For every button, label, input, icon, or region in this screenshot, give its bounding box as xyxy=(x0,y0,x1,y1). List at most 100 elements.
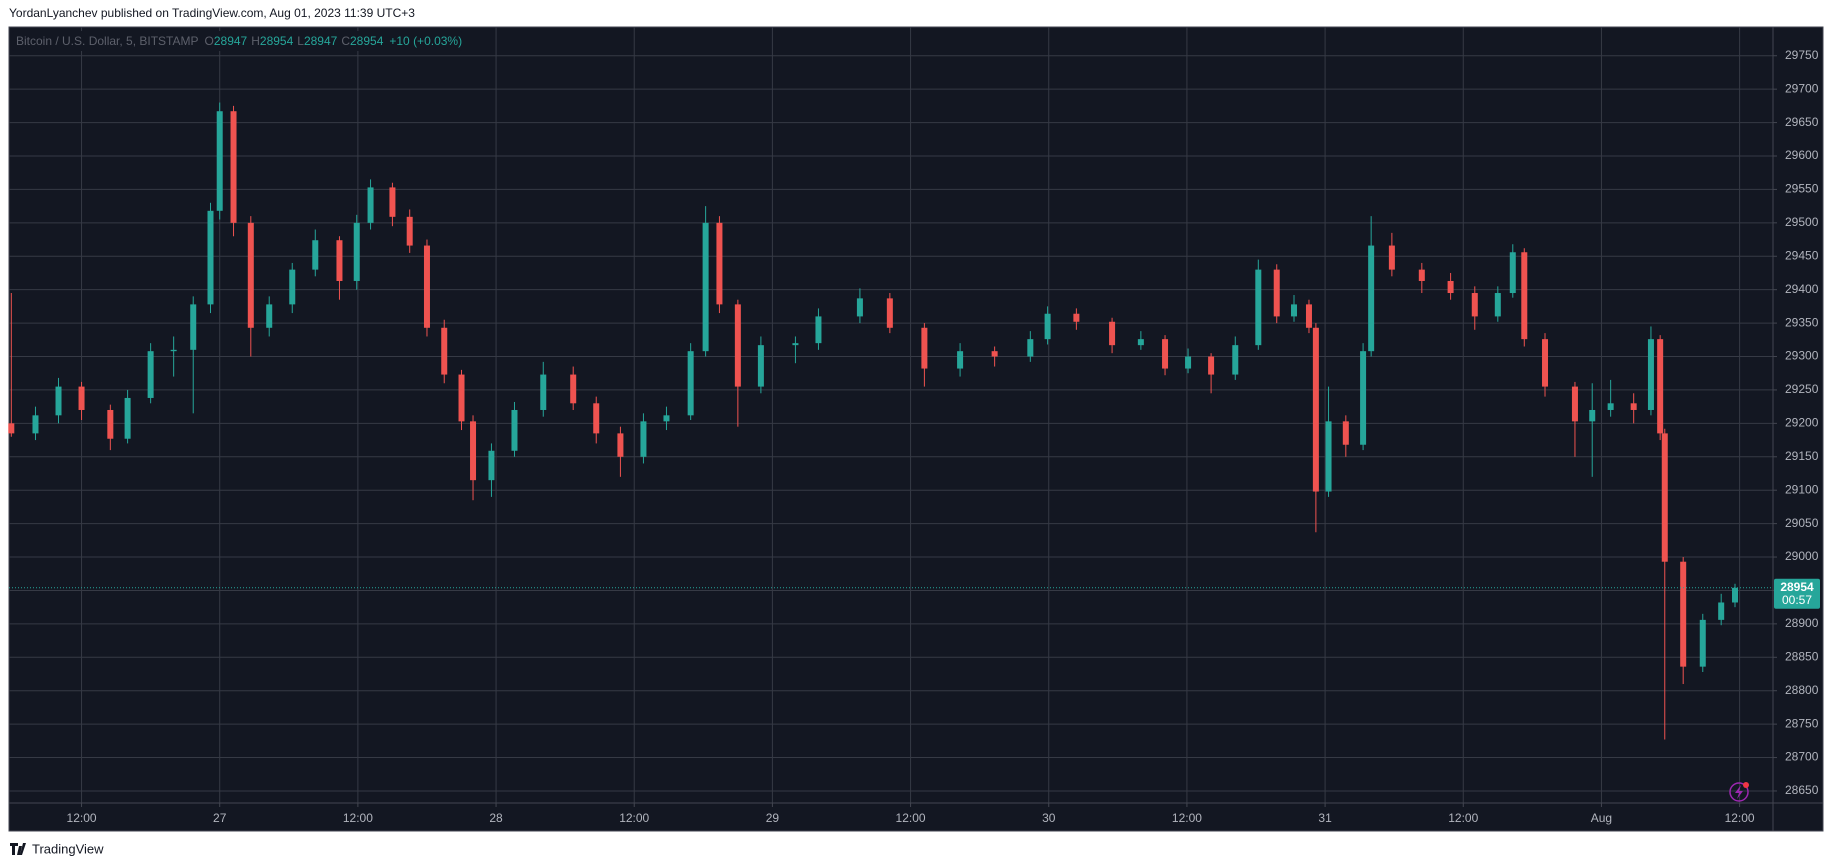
candle-body xyxy=(856,298,863,317)
candle-body xyxy=(289,269,296,305)
y-tick-label: 29750 xyxy=(1785,48,1819,62)
y-tick-label: 29650 xyxy=(1785,115,1819,129)
candle-body xyxy=(702,222,709,352)
y-tick-label: 28850 xyxy=(1785,649,1819,663)
publisher-line: YordanLyanchev published on TradingView.… xyxy=(9,6,415,20)
candle-body xyxy=(617,433,624,457)
candle-body xyxy=(78,386,85,410)
alert-icon-dot xyxy=(1743,782,1749,788)
legend-change: +10 (+0.03%) xyxy=(389,34,462,48)
candle-body xyxy=(124,397,131,439)
x-tick-label: 12:00 xyxy=(1172,811,1202,825)
y-tick-label: 28700 xyxy=(1785,750,1819,764)
x-tick-label: 12:00 xyxy=(896,811,926,825)
candle-body xyxy=(792,343,799,346)
alert-icon-ring xyxy=(1729,782,1749,802)
candle-body xyxy=(921,327,928,369)
candle-body xyxy=(8,423,15,434)
legend-ohlc-value: 28954 xyxy=(260,34,294,48)
candle-body xyxy=(1185,356,1192,369)
candle-body xyxy=(190,304,197,350)
candle-body xyxy=(216,111,223,211)
candle-body xyxy=(312,240,319,270)
chart-background xyxy=(8,26,1824,832)
candle-body xyxy=(488,450,495,481)
candle-body xyxy=(1291,304,1298,317)
x-tick-label: 29 xyxy=(766,811,780,825)
y-tick-label: 29300 xyxy=(1785,349,1819,363)
y-tick-label: 29550 xyxy=(1785,182,1819,196)
candle-body xyxy=(1342,421,1349,445)
y-tick-label: 29200 xyxy=(1785,416,1819,430)
legend-ohlc-key: L xyxy=(297,34,304,48)
axes: 2865028700287502880028850289002895029000… xyxy=(67,48,1820,825)
legend-ohlc-value: 28954 xyxy=(350,34,384,48)
candle-body xyxy=(1073,313,1080,322)
candle-body xyxy=(511,409,518,451)
candle-body xyxy=(593,403,600,434)
last-price-label: 28954 xyxy=(1780,580,1814,594)
x-tick-label: Aug xyxy=(1591,811,1612,825)
candle-body xyxy=(406,216,413,246)
candle-body xyxy=(1447,280,1454,294)
footer-logo xyxy=(10,843,26,855)
candle-body xyxy=(1589,409,1596,422)
candles xyxy=(8,102,1773,740)
x-tick-label: 12:00 xyxy=(67,811,97,825)
candle-body xyxy=(55,386,62,416)
legend-ohlc-value: 28947 xyxy=(304,34,338,48)
candle-body xyxy=(1312,327,1319,492)
y-tick-label: 29050 xyxy=(1785,516,1819,530)
candle-body xyxy=(207,210,214,305)
candle-body xyxy=(957,351,964,369)
candle-body xyxy=(336,240,343,281)
candle-body xyxy=(247,222,254,328)
candle-body xyxy=(1027,339,1034,357)
candle-body xyxy=(1509,252,1516,294)
candle-body xyxy=(1699,619,1706,667)
x-tick-label: 28 xyxy=(489,811,503,825)
y-tick-label: 29000 xyxy=(1785,549,1819,563)
x-tick-label: 30 xyxy=(1042,811,1056,825)
candle-body xyxy=(266,304,273,328)
candle-body xyxy=(716,222,723,305)
candle-body xyxy=(886,298,893,328)
candle-body xyxy=(389,187,396,217)
candle-body xyxy=(1208,356,1215,375)
x-tick-label: 31 xyxy=(1318,811,1332,825)
candle-body xyxy=(1494,293,1501,317)
candle-body xyxy=(441,327,448,375)
candle-body xyxy=(1232,345,1239,375)
candle-body xyxy=(1388,245,1395,270)
candle-body xyxy=(1044,313,1051,340)
candle-body xyxy=(353,222,360,281)
y-tick-label: 29500 xyxy=(1785,215,1819,229)
last-price-box xyxy=(1774,578,1820,609)
candle-body xyxy=(1571,386,1578,422)
candle-body xyxy=(230,111,237,223)
candle-body xyxy=(640,421,647,457)
candle-body xyxy=(687,351,694,416)
candle-body xyxy=(1325,421,1332,492)
candle-body xyxy=(170,349,177,352)
candle-body xyxy=(1680,561,1687,667)
legend-background xyxy=(12,31,462,51)
candle-body xyxy=(458,374,465,422)
legend: Bitcoin / U.S. Dollar, 5, BITSTAMP O 2894… xyxy=(12,31,462,51)
x-tick-label: 12:00 xyxy=(1725,811,1755,825)
grid xyxy=(9,27,1773,803)
candle-body xyxy=(1661,433,1668,562)
y-tick-label: 29100 xyxy=(1785,482,1819,496)
footer-brand: TradingView xyxy=(32,841,104,856)
legend-ohlc-key: C xyxy=(341,34,350,48)
candle-body xyxy=(470,421,477,481)
candle-body xyxy=(1273,269,1280,317)
candle-body xyxy=(570,374,577,404)
candle-body xyxy=(991,351,998,357)
candle-body xyxy=(1542,339,1549,387)
candle-body xyxy=(107,409,114,439)
x-tick-label: 12:00 xyxy=(343,811,373,825)
candle-body xyxy=(1607,403,1614,410)
